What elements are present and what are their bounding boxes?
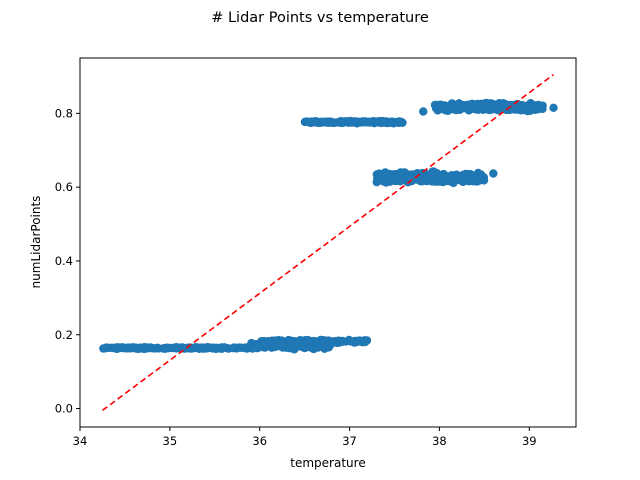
scatter-point-c0 (111, 343, 120, 353)
scatter-point-c3 (302, 117, 312, 126)
scatter-point-c5 (518, 102, 527, 111)
scatter-point-c5 (493, 104, 502, 113)
scatter-point-c2 (303, 335, 313, 345)
scatter-point-outlier (489, 169, 498, 178)
scatter-point-c2 (272, 336, 281, 345)
scatter-point-c0 (178, 343, 187, 352)
scatter-point-c0 (237, 343, 246, 352)
scatter-point-c3 (380, 117, 390, 126)
scatter-point-c4 (380, 174, 389, 184)
y-tick-label: 0.2 (55, 328, 73, 342)
scatter-point-c5 (482, 98, 491, 108)
y-axis-ticks: 0.0 0.2 0.4 0.6 0.8 (55, 106, 80, 416)
scatter-point-c5 (500, 101, 509, 111)
scatter-point-c4 (398, 172, 407, 181)
scatter-point-c2 (257, 336, 266, 346)
scatter-point-c3 (336, 118, 345, 128)
x-tick-label: 34 (73, 434, 88, 448)
scatter-point-c0 (99, 344, 108, 353)
scatter-point-c3 (356, 118, 365, 127)
x-tick-label: 38 (432, 434, 447, 448)
scatter-point-c3 (396, 118, 406, 127)
scatter-point-c0 (149, 344, 158, 353)
y-tick-label: 0.6 (55, 180, 73, 194)
scatter-point-outlier (419, 107, 428, 116)
trend-line (101, 73, 555, 412)
scatter-point-c0 (229, 343, 239, 352)
y-axis-label: numLidarPoints (29, 196, 43, 289)
scatter-point-c2 (360, 337, 370, 347)
scatter-point-c2 (352, 337, 362, 346)
scatter-point-c3 (325, 118, 335, 127)
scatter-point-c0 (196, 343, 205, 353)
scatter-point-c0 (215, 343, 225, 353)
x-tick-label: 35 (163, 434, 178, 448)
scatter-point-c5 (468, 103, 477, 112)
scatter-point-c4 (421, 174, 430, 183)
scatter-point-outlier (549, 103, 558, 113)
x-tick-label: 36 (252, 434, 267, 448)
scatter-point-c5 (526, 99, 535, 108)
scatter-point-c3 (362, 118, 371, 127)
x-tick-label: 37 (342, 434, 357, 448)
scatter-point-c2 (330, 337, 339, 346)
x-axis-ticks: 34 35 36 37 38 39 (73, 427, 537, 448)
scatter-point-c4 (452, 174, 461, 183)
scatter-point-c0 (172, 342, 181, 352)
trend-line-group (101, 73, 555, 412)
scatter-point-c2 (287, 337, 296, 347)
scatter-point-c0 (163, 343, 173, 353)
chart-title: # Lidar Points vs temperature (211, 10, 429, 26)
scatter-point-c0 (133, 344, 143, 354)
scatter-point-c5 (448, 100, 457, 109)
scatter-point-c2 (346, 337, 355, 346)
y-tick-label: 0.0 (55, 402, 73, 416)
x-tick-label: 39 (522, 434, 537, 448)
plot-frame (79, 57, 577, 428)
scatter-point-c3 (309, 117, 318, 127)
scatter-point-c0 (118, 343, 127, 352)
scatter-point-c0 (222, 344, 232, 353)
scatter-point-c4 (474, 175, 484, 185)
x-axis-label: temperature (290, 456, 365, 470)
scatter-point-c5 (434, 101, 444, 111)
y-tick-label: 0.4 (55, 254, 73, 268)
scatter-point-c4 (459, 175, 468, 184)
scatter-point-c4 (442, 173, 452, 182)
scatter-point-c2 (310, 337, 320, 346)
y-tick-label: 0.8 (55, 106, 73, 120)
data-points (99, 98, 558, 354)
